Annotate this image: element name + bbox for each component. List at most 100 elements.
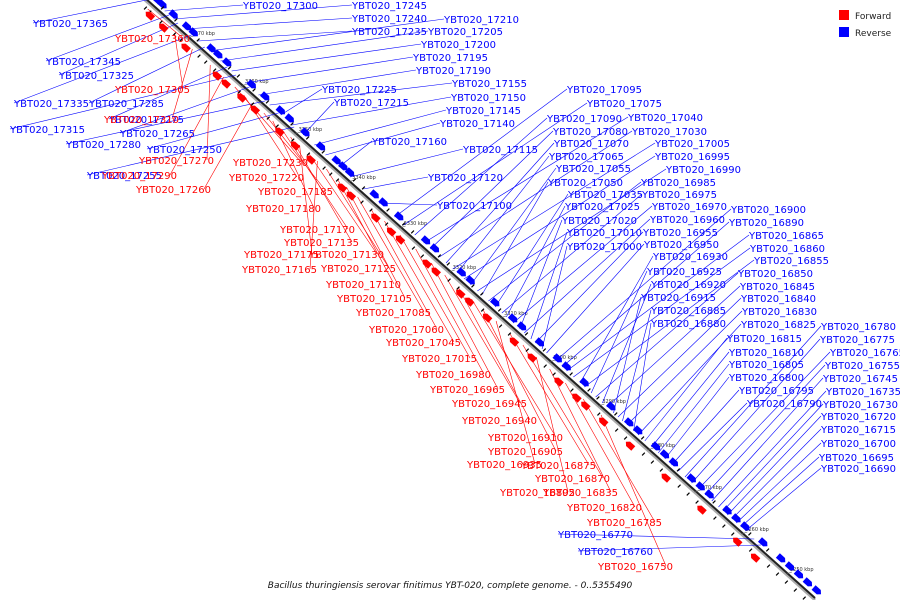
reverse-gene-label: YBT020_17210	[443, 15, 519, 26]
gene-tick	[712, 500, 716, 504]
label-connector	[565, 382, 636, 508]
reverse-gene-label: YBT020_16995	[654, 152, 730, 163]
label-connector	[445, 142, 555, 264]
reverse-gene-label: YBT020_17275	[108, 115, 184, 126]
tick-label: 3290 kbp	[602, 399, 626, 405]
reverse-gene-glyph	[740, 521, 750, 531]
reverse-gene-label: YBT020_17205	[427, 27, 503, 38]
gene-tick	[386, 208, 390, 212]
forward-gene-glyph	[290, 141, 301, 151]
gene-tick	[290, 122, 294, 126]
reverse-gene-label: YBT020_16780	[820, 322, 896, 333]
forward-gene-glyph	[346, 191, 357, 201]
reverse-gene-label: YBT020_17315	[9, 125, 85, 136]
reverse-gene-label: YBT020_17065	[548, 152, 624, 163]
forward-gene-label: YBT020_17125	[320, 264, 396, 275]
label-connector	[711, 377, 824, 502]
tick-label: 3320 kbp	[453, 265, 477, 271]
forward-gene-glyph	[625, 441, 636, 451]
tick-label: 3350 kbp	[299, 127, 323, 133]
reverse-gene-label: YBT020_16950	[643, 240, 719, 251]
gene-tick	[677, 484, 681, 488]
reverse-gene-label: YBT020_16890	[728, 218, 804, 229]
tick-label: 3300 kbp	[553, 355, 577, 361]
label-connector	[494, 193, 569, 308]
gene-tick	[802, 596, 807, 600]
reverse-gene-label: YBT020_16805	[728, 360, 804, 371]
gene-tick	[252, 88, 256, 92]
gene-tick	[587, 388, 591, 392]
reverse-gene-label: YBT020_17100	[436, 201, 512, 212]
tick-mark	[598, 403, 605, 407]
forward-gene-glyph	[456, 289, 466, 299]
label-connector	[541, 245, 568, 350]
label-connector	[184, 17, 353, 30]
reverse-gene-glyph	[284, 113, 294, 123]
reverse-gene-label: YBT020_16900	[730, 205, 806, 216]
gene-tick	[748, 548, 753, 552]
reverse-gene-glyph	[534, 337, 545, 347]
gene-tick	[321, 150, 326, 154]
label-connector	[220, 30, 429, 62]
reverse-gene-label: YBT020_17265	[119, 129, 195, 140]
forward-gene-label: YBT020_17165	[241, 265, 317, 276]
label-connector	[174, 32, 184, 90]
label-connector	[651, 351, 730, 448]
label-connector	[338, 140, 373, 168]
gene-tick	[775, 572, 780, 576]
forward-gene-label: YBT020_16965	[429, 385, 505, 396]
label-connector	[444, 274, 521, 404]
label-connector	[363, 176, 429, 190]
reverse-gene-label: YBT020_17075	[586, 99, 662, 110]
gene-tick	[197, 54, 201, 58]
gene-tick	[640, 436, 645, 440]
forward-gene-glyph	[572, 393, 582, 403]
forward-gene-label: YBT020_17360	[114, 34, 190, 45]
gene-tick	[236, 74, 241, 78]
label-connector	[308, 152, 378, 255]
label-connector	[234, 86, 302, 163]
reverse-gene-glyph	[206, 43, 216, 53]
gene-tick	[456, 286, 460, 290]
tick-label: 3360 kbp	[245, 79, 269, 85]
forward-gene-label: YBT020_17060	[368, 325, 444, 336]
reverse-gene-glyph	[168, 9, 178, 19]
label-connector	[579, 255, 654, 384]
label-connector	[613, 296, 642, 414]
label-connector	[346, 186, 406, 299]
reverse-gene-glyph	[221, 57, 232, 67]
reverse-gene-glyph	[246, 79, 256, 89]
label-connector	[536, 356, 569, 493]
label-connector	[657, 363, 730, 454]
forward-gene-glyph	[386, 227, 397, 237]
reverse-gene-glyph	[757, 537, 768, 547]
label-connector	[231, 43, 422, 72]
forward-gene-glyph	[250, 105, 261, 115]
label-connector	[337, 178, 395, 285]
forward-gene-label: YBT020_17290	[101, 171, 177, 182]
forward-gene-label: YBT020_16835	[542, 488, 618, 499]
forward-gene-glyph	[554, 377, 564, 387]
reverse-gene-label: YBT020_17365	[32, 19, 108, 30]
label-connector	[299, 144, 313, 255]
reverse-gene-label: YBT020_17225	[321, 85, 397, 96]
gene-tick	[160, 6, 165, 10]
forward-gene-label: YBT020_16905	[487, 447, 563, 458]
label-connector	[452, 142, 656, 270]
reverse-gene-label: YBT020_16860	[749, 244, 825, 255]
reverse-gene-label: YBT020_16955	[642, 228, 718, 239]
gene-labels: YBT020_17365 YBT020_17345 YBT020_17325 YBT0…	[9, 1, 900, 573]
legend: Forward Reverse	[839, 10, 892, 39]
forward-gene-glyph	[527, 353, 538, 363]
label-connector	[45, 14, 170, 62]
gene-tick	[614, 428, 619, 432]
tick-mark	[240, 83, 248, 87]
gene-tick	[172, 32, 177, 36]
reverse-gene-glyph	[632, 425, 643, 435]
label-connector	[691, 338, 821, 484]
genome-caption: Bacillus thuringiensis serovar finitimus…	[268, 581, 633, 591]
reverse-gene-label: YBT020_17055	[555, 164, 631, 175]
tick-mark	[294, 131, 301, 135]
tick-mark	[741, 531, 748, 535]
